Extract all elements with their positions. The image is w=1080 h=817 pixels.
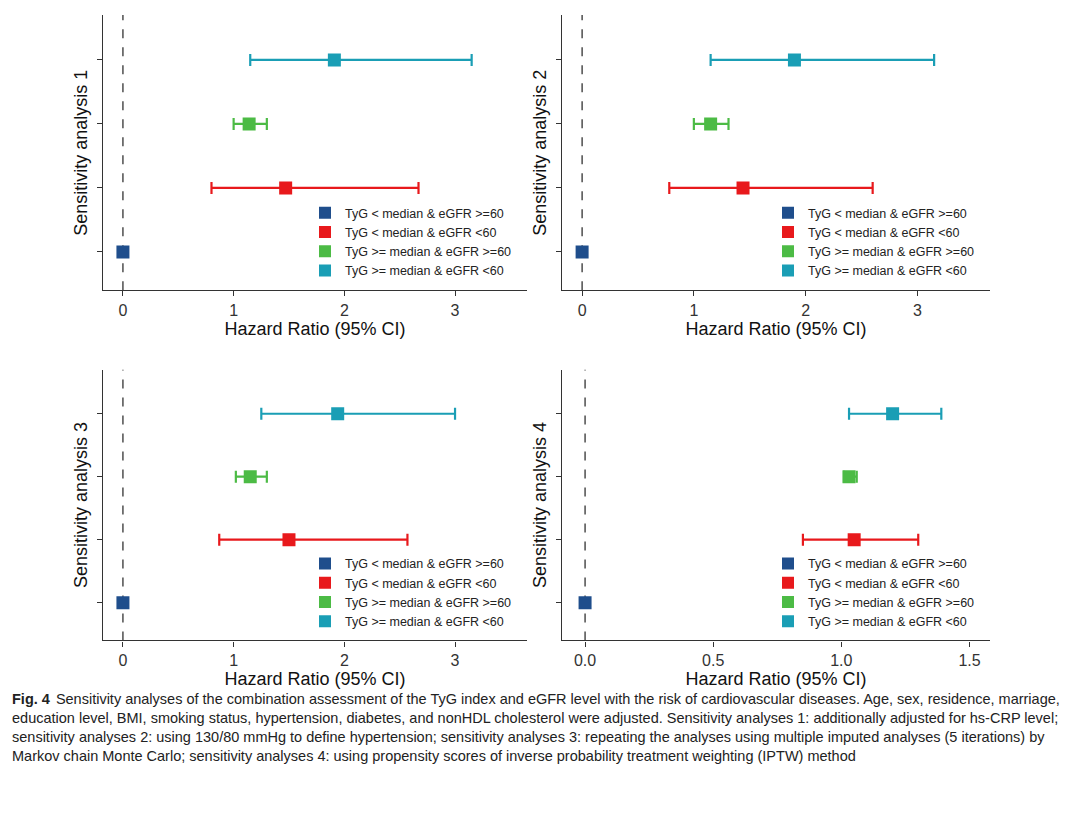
svg-text:0: 0 xyxy=(118,652,127,669)
svg-text:0: 0 xyxy=(118,302,127,319)
svg-text:TyG < median & eGFR >=60: TyG < median & eGFR >=60 xyxy=(345,207,504,221)
svg-text:2: 2 xyxy=(801,302,810,319)
svg-text:Hazard Ratio (95% CI): Hazard Ratio (95% CI) xyxy=(685,669,866,689)
svg-text:Hazard Ratio (95% CI): Hazard Ratio (95% CI) xyxy=(685,319,866,339)
svg-text:Sensitivity analysis 1: Sensitivity analysis 1 xyxy=(71,70,91,236)
svg-text:TyG < median & eGFR >=60: TyG < median & eGFR >=60 xyxy=(345,557,504,571)
svg-text:2: 2 xyxy=(340,302,349,319)
svg-text:TyG < median & eGFR <60: TyG < median & eGFR <60 xyxy=(345,226,497,240)
svg-text:2: 2 xyxy=(340,652,349,669)
svg-text:TyG < median & eGFR >=60: TyG < median & eGFR >=60 xyxy=(808,207,967,221)
svg-text:Hazard Ratio (95% CI): Hazard Ratio (95% CI) xyxy=(224,319,405,339)
svg-text:1: 1 xyxy=(689,302,698,319)
svg-text:TyG >= median & eGFR >=60: TyG >= median & eGFR >=60 xyxy=(808,596,974,610)
html-text:Fig. 4 Sensitivity analyses of: Fig. 4 Sensitivity analyses of the combi… xyxy=(12,691,1060,764)
svg-text:1: 1 xyxy=(229,302,238,319)
svg-text:TyG >= median & eGFR <60: TyG >= median & eGFR <60 xyxy=(345,264,504,278)
svg-text:TyG >= median & eGFR >=60: TyG >= median & eGFR >=60 xyxy=(345,596,511,610)
svg-text:0.5: 0.5 xyxy=(702,652,724,669)
svg-text:TyG < median & eGFR <60: TyG < median & eGFR <60 xyxy=(808,577,960,591)
svg-text:3: 3 xyxy=(451,302,460,319)
svg-text:1: 1 xyxy=(229,652,238,669)
svg-text:Sensitivity analysis 2: Sensitivity analysis 2 xyxy=(530,70,550,236)
svg-text:TyG < median & eGFR <60: TyG < median & eGFR <60 xyxy=(808,226,960,240)
svg-text:0.0: 0.0 xyxy=(574,652,596,669)
svg-text:TyG >= median & eGFR >=60: TyG >= median & eGFR >=60 xyxy=(808,245,974,259)
svg-text:TyG >= median & eGFR <60: TyG >= median & eGFR <60 xyxy=(345,615,504,629)
svg-text:Sensitivity analysis 3: Sensitivity analysis 3 xyxy=(71,422,91,588)
svg-text:0: 0 xyxy=(578,302,587,319)
svg-text:TyG >= median & eGFR >=60: TyG >= median & eGFR >=60 xyxy=(345,245,511,259)
svg-text:1.5: 1.5 xyxy=(958,652,980,669)
svg-text:Sensitivity analysis 4: Sensitivity analysis 4 xyxy=(530,422,550,588)
svg-text:3: 3 xyxy=(451,652,460,669)
svg-text:1.0: 1.0 xyxy=(830,652,852,669)
svg-text:TyG >= median & eGFR <60: TyG >= median & eGFR <60 xyxy=(808,615,967,629)
svg-text:TyG < median & eGFR >=60: TyG < median & eGFR >=60 xyxy=(808,557,967,571)
svg-text:TyG >= median & eGFR <60: TyG >= median & eGFR <60 xyxy=(808,264,967,278)
svg-text:TyG < median & eGFR <60: TyG < median & eGFR <60 xyxy=(345,577,497,591)
svg-text:3: 3 xyxy=(913,302,922,319)
svg-text:Hazard Ratio (95% CI): Hazard Ratio (95% CI) xyxy=(224,669,405,689)
